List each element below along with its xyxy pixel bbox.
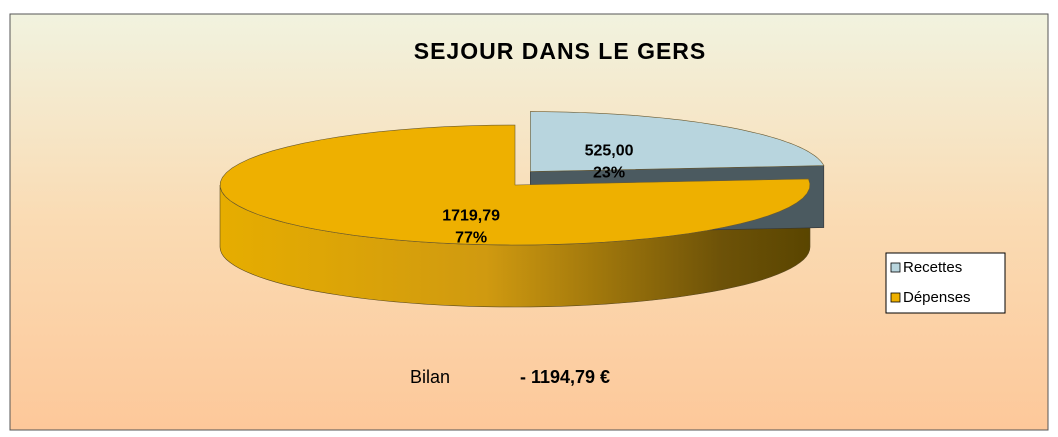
pie: 525,00 23% 1719,79 77%: [219, 111, 825, 308]
chart-title: SEJOUR DANS LE GERS: [414, 38, 707, 64]
percent-label: 23%: [593, 164, 625, 181]
legend: Recettes Dépenses: [890, 259, 971, 306]
slice: [219, 124, 811, 246]
annotation-value: - 1194,79 €: [520, 367, 610, 387]
legend-label: Dépenses: [903, 289, 971, 306]
percent-label: 77%: [455, 229, 487, 246]
legend-box: [885, 252, 1006, 314]
legend-swatch: [890, 262, 901, 273]
legend-label: Recettes: [903, 259, 962, 276]
data-label: 525,00: [585, 142, 634, 159]
annotation-label: Bilan: [410, 367, 450, 387]
legend-swatch: [890, 292, 901, 303]
data-label: 1719,79: [442, 207, 500, 224]
slice: [530, 111, 825, 172]
